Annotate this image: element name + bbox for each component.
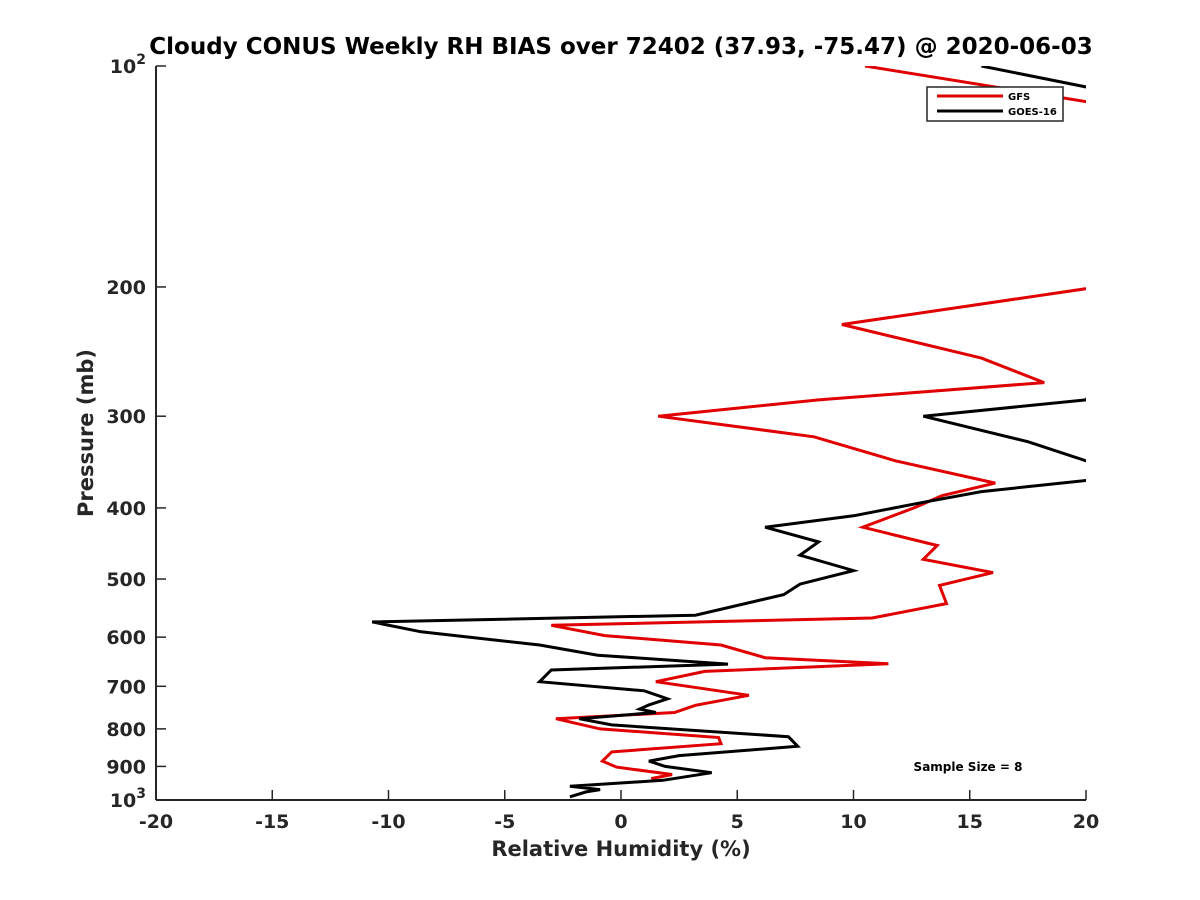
series-layer: [371, 66, 1086, 799]
x-axis-label: Relative Humidity (%): [491, 837, 750, 861]
y-axis-label: Pressure (mb): [74, 349, 98, 517]
sample-size-annotation: Sample Size = 8: [914, 760, 1023, 774]
y-tick-label: 103: [110, 786, 146, 812]
chart-title: Cloudy CONUS Weekly RH BIAS over 72402 (…: [149, 34, 1092, 60]
y-tick-label: 500: [106, 569, 146, 591]
y-tick-group: 102 200 300 400 500 600 700 800 900 103: [106, 52, 166, 812]
x-tick-label: 0: [614, 811, 627, 833]
x-tick-label: 20: [1073, 811, 1099, 833]
y-tick-label: 800: [106, 719, 146, 741]
y-tick-label: 102: [110, 52, 146, 78]
legend-label-gfs: GFS: [1008, 92, 1030, 103]
series-line-gfs: [551, 66, 1086, 781]
x-tick-label: -15: [255, 811, 289, 833]
x-tick-group: -20 -15 -10 -5 0 5 10 15 20: [139, 790, 1099, 833]
x-tick-label: 10: [840, 811, 866, 833]
y-tick-label: 400: [106, 498, 146, 520]
y-tick-label: 300: [106, 406, 146, 428]
x-tick-label: -10: [371, 811, 405, 833]
x-tick-label: -5: [494, 811, 515, 833]
x-tick-label: 5: [731, 811, 744, 833]
y-tick-label: 900: [106, 756, 146, 778]
x-tick-label: 15: [957, 811, 983, 833]
x-tick-label: -20: [139, 811, 173, 833]
y-tick-label: 700: [106, 676, 146, 698]
legend-label-goes16: GOES-16: [1008, 107, 1057, 118]
legend: GFS GOES-16: [926, 86, 1064, 122]
series-line-goes16: [371, 66, 1086, 799]
y-tick-label: 600: [106, 627, 146, 649]
legend-box: [926, 86, 1064, 122]
y-tick-label: 200: [106, 277, 146, 299]
